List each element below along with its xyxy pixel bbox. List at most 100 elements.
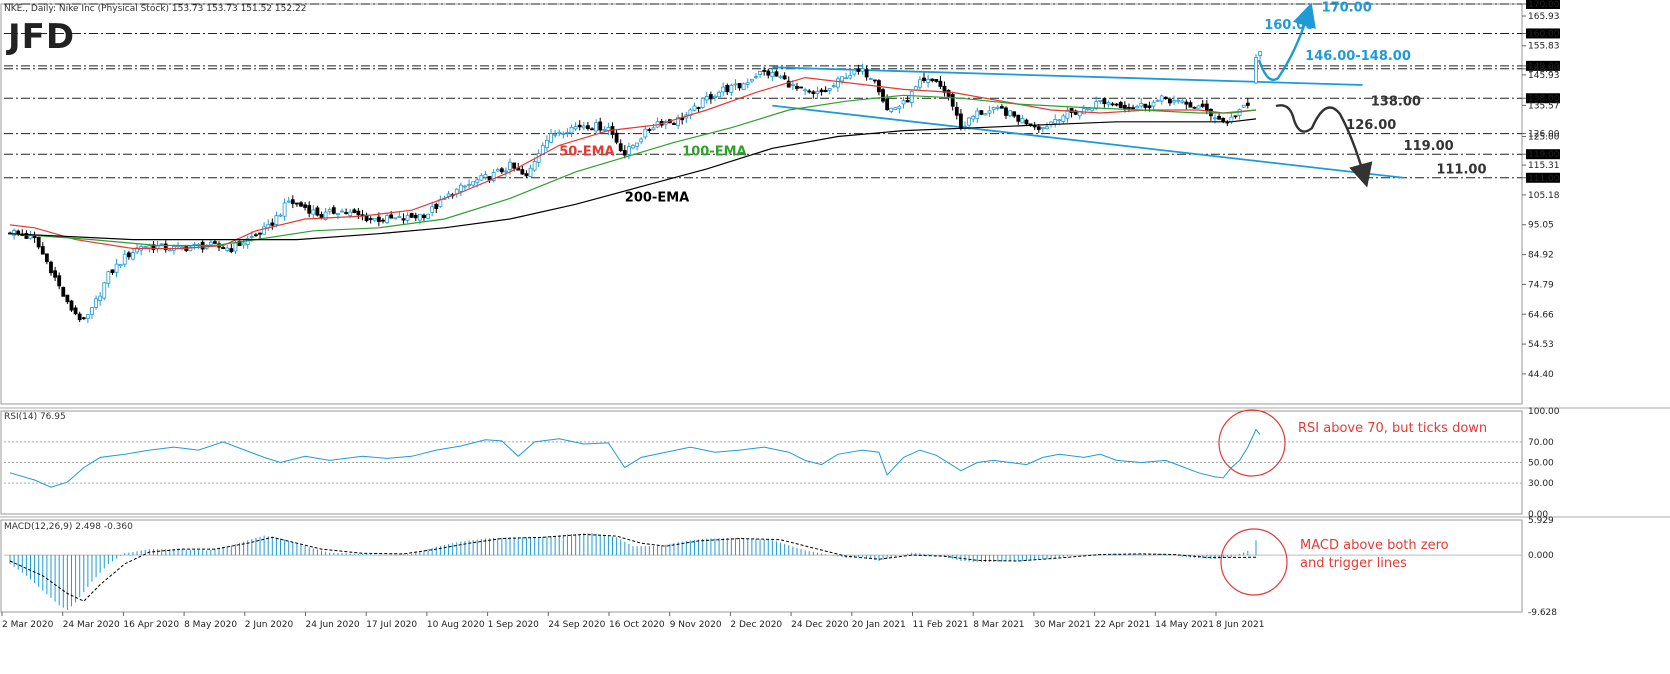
price-tick-label: 54.53	[1528, 340, 1554, 350]
candle-body	[614, 132, 619, 143]
price-tag-box	[1526, 172, 1560, 183]
candle-body	[376, 216, 381, 222]
candle-body	[704, 96, 709, 101]
candle-body	[1008, 110, 1012, 117]
time-tick-label: 9 Nov 2020	[670, 620, 722, 630]
price-tick-label: 111.00	[1528, 174, 1560, 184]
candle-body	[676, 117, 680, 126]
candle-body	[618, 143, 623, 152]
candle-body	[1045, 126, 1049, 130]
candle-body	[721, 86, 726, 93]
main-header: NKE., Daily: Nike Inc (Physical Stock) 1…	[4, 4, 306, 14]
annotation-146.00-148.00: 146.00-148.00	[1305, 49, 1411, 64]
price-tag-box	[1526, 149, 1560, 160]
candle-body	[991, 107, 996, 110]
candle-body	[40, 246, 45, 255]
candle-body	[540, 145, 545, 155]
candle-body	[749, 78, 754, 82]
candle-body	[885, 98, 890, 111]
time-tick-label: 16 Apr 2020	[123, 620, 179, 630]
channel-lines	[772, 66, 1404, 179]
candle-body	[569, 126, 574, 134]
candle-body	[1094, 101, 1099, 110]
scenario-arrows	[1257, 2, 1373, 188]
price-tick-label: 119.00	[1528, 150, 1560, 160]
candle-body	[258, 232, 262, 235]
price-tick-label: 138.00	[1528, 94, 1560, 104]
candle-body	[344, 212, 348, 214]
candle-body	[975, 110, 980, 119]
candle-body	[1127, 106, 1131, 109]
candle-body	[1098, 99, 1103, 102]
candle-body	[106, 271, 111, 284]
candle-body	[479, 175, 484, 181]
candle-body	[299, 202, 303, 207]
candle-body	[504, 170, 508, 173]
candle-body	[1192, 106, 1197, 109]
candle-body	[598, 121, 603, 131]
candle-body	[167, 249, 172, 252]
candle-body	[434, 204, 439, 209]
candle-body	[831, 85, 836, 88]
candle-body	[225, 247, 230, 251]
candle-body	[958, 113, 963, 129]
candle-body	[520, 169, 525, 175]
candle-body	[471, 181, 476, 186]
price-tick-label: 160.00	[1528, 29, 1560, 39]
time-tick-label: 20 Jan 2021	[852, 620, 906, 630]
candle-body	[893, 107, 898, 110]
candle-body	[696, 107, 701, 109]
candle-body	[872, 79, 877, 82]
candle-body	[807, 90, 812, 93]
candle-body	[495, 169, 500, 172]
candle-body	[1024, 119, 1029, 125]
candle-body	[1016, 114, 1021, 122]
candle-body	[1213, 117, 1217, 120]
candle-body	[147, 245, 152, 249]
candle-body	[188, 246, 193, 252]
rsi-header: RSI(14) 76.95	[4, 412, 66, 422]
candle-body	[1131, 107, 1135, 110]
macd-tick-label: -9.628	[1528, 608, 1557, 618]
candle-body	[229, 248, 234, 253]
candle-body	[868, 78, 873, 80]
candle-body	[368, 218, 373, 220]
candle-body	[971, 115, 976, 120]
candle-body	[159, 243, 164, 246]
candle-body	[762, 69, 767, 72]
price-tick-label: 115.31	[1528, 161, 1560, 171]
candle-body	[335, 212, 340, 216]
candle-body	[401, 218, 406, 221]
candle-body	[1102, 98, 1107, 105]
candle-body	[954, 106, 959, 116]
channel-lower-line	[772, 104, 1404, 179]
time-tick-label: 2 Mar 2020	[2, 620, 54, 630]
channel-upper-line	[772, 66, 1363, 86]
candle-body	[467, 183, 471, 186]
price-tick-label: 44.40	[1528, 370, 1554, 380]
time-tick-label: 14 May 2021	[1155, 620, 1214, 630]
candle-body	[782, 75, 787, 80]
macd-tick-label: 0.000	[1528, 551, 1554, 561]
candle-body	[389, 214, 394, 219]
candle-body	[840, 76, 844, 82]
candle-body	[758, 70, 762, 76]
time-axis: 2 Mar 2020 24 Mar 2020 16 Apr 2020 8 May 20…	[1, 612, 1264, 630]
candle-body	[1200, 103, 1205, 107]
candle-body	[208, 241, 213, 246]
time-tick-label: 8 Jun 2021	[1216, 620, 1264, 630]
candle-body	[1172, 100, 1176, 103]
ema-lines: 50-EMA 100-EMA 200-EMA	[9, 76, 1257, 250]
candle-body	[1069, 107, 1074, 113]
candle-body	[1184, 101, 1189, 105]
candle-body	[282, 202, 287, 217]
candle-body	[561, 133, 566, 135]
candle-body	[1061, 115, 1066, 122]
time-tick-label: 16 Oct 2020	[609, 620, 665, 630]
price-tick-label: 165.93	[1528, 12, 1560, 22]
candle-body	[237, 240, 242, 247]
candle-body	[741, 83, 746, 90]
candle-body	[491, 171, 496, 181]
ema-label-50-EMA: 50-EMA	[559, 145, 614, 160]
candle-body	[512, 162, 517, 169]
